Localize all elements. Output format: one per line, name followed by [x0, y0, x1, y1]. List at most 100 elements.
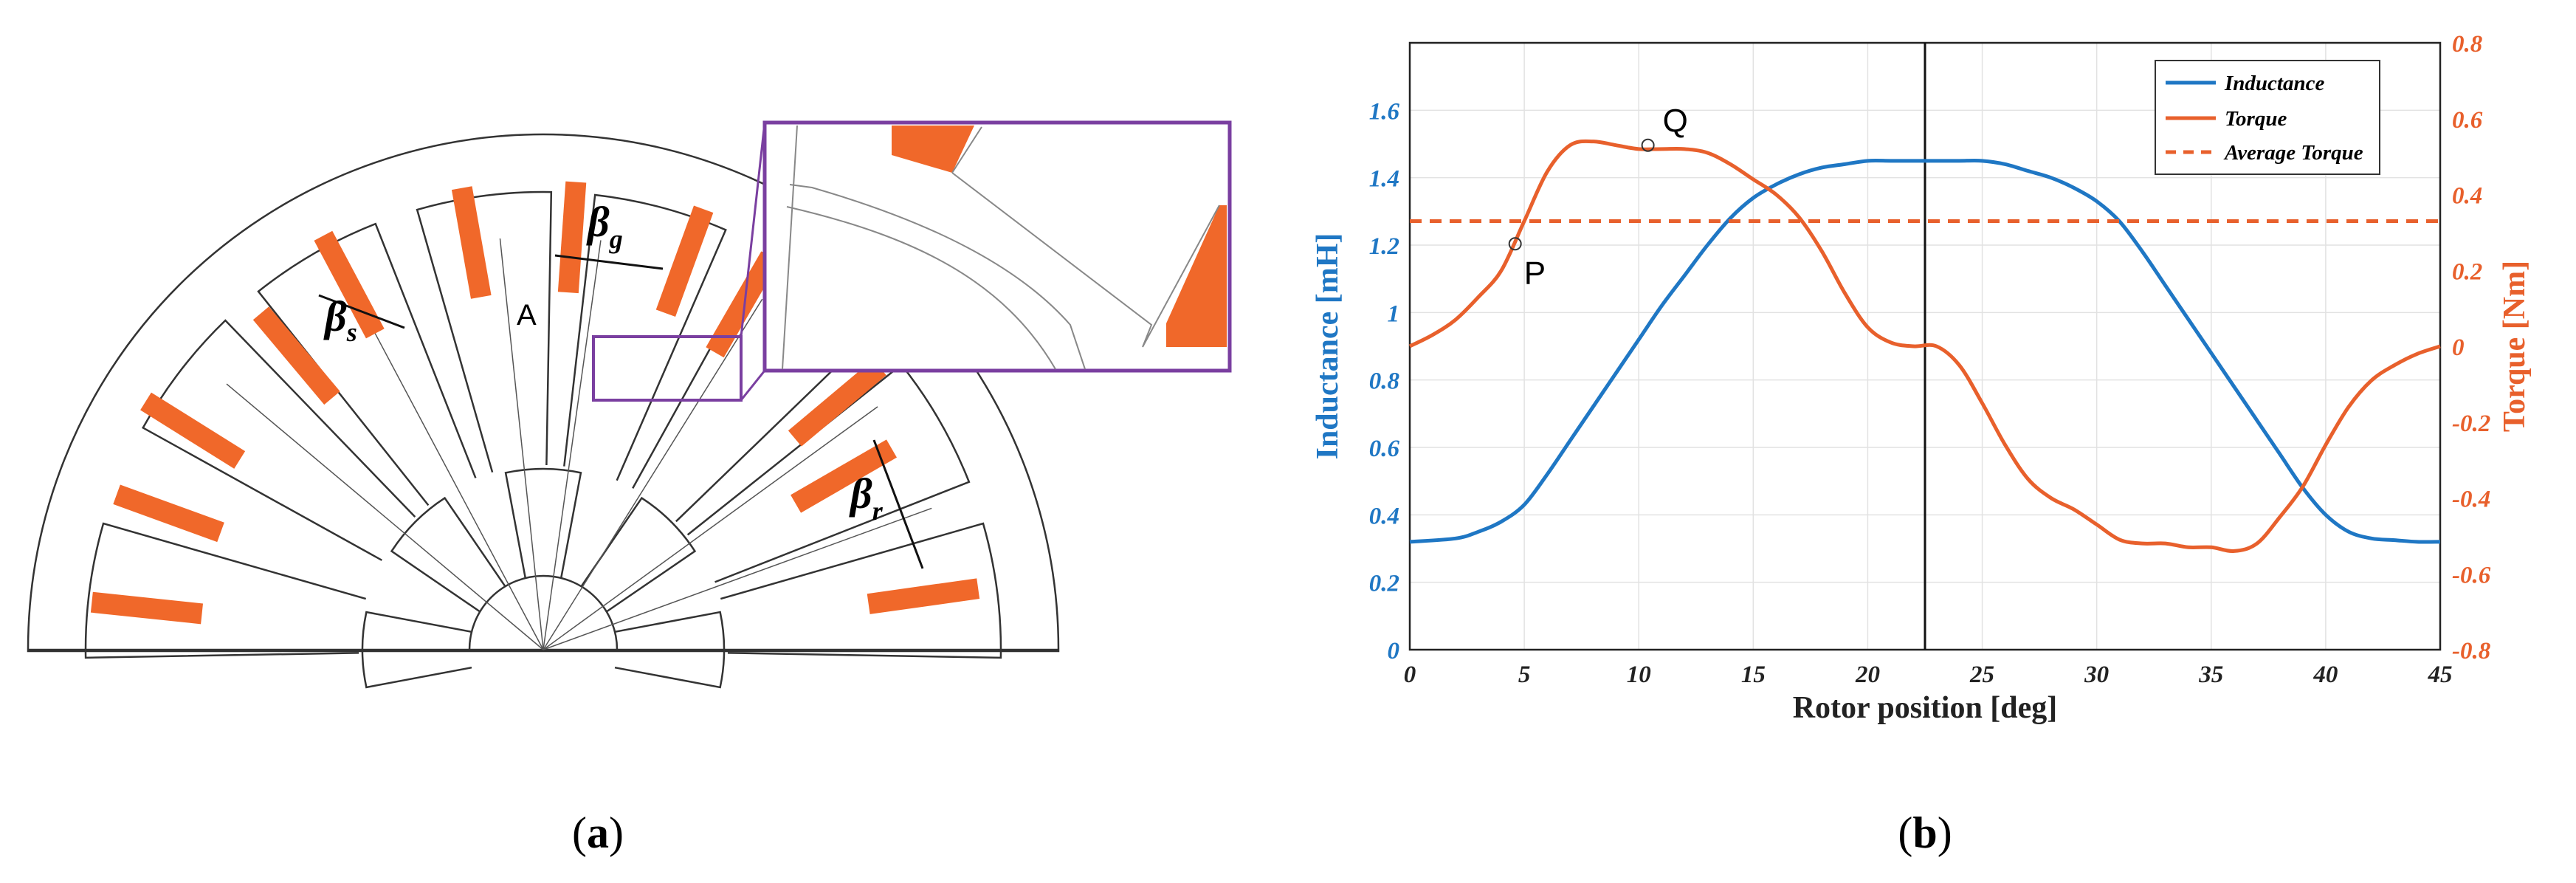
- beta-s-annotation: βs: [318, 292, 405, 347]
- coil-block: [557, 181, 587, 294]
- series-line-torque: [1408, 139, 2441, 553]
- x-tick-label: 15: [1741, 662, 1766, 688]
- zoom-coil-top: [892, 126, 974, 173]
- stator-tooth: [416, 190, 553, 473]
- beta-s-symbol: β: [323, 292, 347, 340]
- beta-g-sub: g: [609, 224, 623, 254]
- point-label-Q: Q: [1663, 103, 1688, 140]
- legend-label-average-torque: Average Torque: [2223, 141, 2363, 165]
- coil-block: [451, 186, 492, 299]
- zoom-coil-right: [1166, 205, 1227, 347]
- coil-block: [867, 578, 980, 614]
- x-tick-label: 0: [1404, 662, 1416, 688]
- x-tick-label: 30: [2084, 662, 2109, 688]
- coil-block: [90, 591, 204, 625]
- construction-ray: [499, 238, 544, 650]
- zoom-inset: [762, 120, 1232, 373]
- coil-block: [706, 251, 779, 358]
- caption-a: (a): [572, 808, 624, 857]
- stator-tooth: [720, 522, 1002, 659]
- coil-block: [791, 439, 897, 513]
- construction-lines: [226, 238, 932, 650]
- stator-tooth: [84, 522, 367, 659]
- x-tick-label: 20: [1855, 662, 1880, 688]
- coil-block: [113, 484, 224, 543]
- y-right-tick-label: 0: [2452, 334, 2465, 361]
- construction-ray: [543, 240, 602, 650]
- y-right-ticks: -0.8 -0.6 -0.4 -0.2 0 0.2 0.4 0.6 0.8: [2452, 31, 2491, 664]
- x-tick-label: 35: [2198, 662, 2223, 688]
- x-ticks: 0 5 10 15 20 25 30 35 40 45: [1404, 662, 2453, 688]
- y-right-tick-label: -0.6: [2452, 562, 2491, 588]
- zoom-connector-bottom: [740, 370, 766, 401]
- y-axis-right-label: Torque [Nm]: [2498, 261, 2532, 432]
- stator-tooth: [563, 193, 727, 481]
- rotor-pole: [361, 611, 472, 689]
- y-right-tick-label: 0.2: [2452, 258, 2482, 285]
- x-tick-label: 25: [1969, 662, 1994, 688]
- svg-text:βr: βr: [849, 470, 884, 526]
- motor-cross-section: A βs βg βr (a): [27, 120, 1232, 857]
- point-marker-Q: [1641, 138, 1655, 152]
- zoom-slot-edge: [951, 126, 1220, 348]
- y-left-tick-label: 1.4: [1369, 166, 1399, 193]
- point-marker-P: [1508, 237, 1522, 251]
- x-tick-label: 10: [1627, 662, 1651, 688]
- rotor-pole: [580, 496, 697, 613]
- y-right-tick-label: -0.2: [2452, 410, 2490, 437]
- zoom-rotor-edge: [786, 206, 1056, 370]
- x-tick-label: 45: [2428, 662, 2453, 688]
- x-tick-label: 40: [2312, 662, 2338, 688]
- coil-block: [252, 306, 340, 405]
- series-lines: [1408, 43, 2441, 650]
- inductance-torque-chart: 0 5 10 15 20 25 30 35 40 45 0 0.2 0.4 0.6 0.8 1 1.2 1.4 1…: [1311, 31, 2532, 857]
- x-tick-label: 5: [1518, 662, 1531, 688]
- coil-block: [788, 359, 886, 447]
- construction-ray: [543, 507, 932, 650]
- zoom-source-box: [592, 335, 743, 402]
- caption-b: (b): [1898, 808, 1952, 857]
- y-left-tick-label: 0: [1388, 638, 1400, 664]
- zoom-connector-top: [740, 122, 766, 337]
- legend: Inductance Torque Average Torque: [2155, 60, 2380, 175]
- shaft-arc: [468, 574, 619, 650]
- y-right-tick-label: 0.6: [2452, 107, 2483, 134]
- zoom-tooth-edge: [789, 184, 1086, 370]
- y-left-tick-label: 1: [1388, 300, 1400, 327]
- point-markers: [1508, 138, 1655, 251]
- beta-g-annotation: βg: [554, 198, 664, 270]
- beta-r-symbol: β: [849, 470, 872, 518]
- y-left-tick-label: 0.2: [1369, 571, 1399, 597]
- beta-s-sub: s: [346, 317, 357, 347]
- beta-r-sub: r: [872, 496, 884, 526]
- point-label-P: P: [1524, 255, 1546, 291]
- rotor-pole: [390, 496, 506, 613]
- series-line-inductance: [1409, 158, 2441, 544]
- svg-text:βs: βs: [323, 292, 357, 347]
- beta-r-annotation: βr: [849, 439, 924, 569]
- y-right-tick-label: 0.8: [2452, 31, 2482, 58]
- construction-ray: [543, 298, 763, 650]
- construction-ray: [348, 284, 544, 650]
- coil-block: [314, 230, 385, 339]
- legend-label-inductance: Inductance: [2224, 72, 2324, 95]
- y-axis-left-label: Inductance [mH]: [1311, 233, 1345, 460]
- coil-blocks: [90, 181, 980, 625]
- y-left-tick-label: 0.4: [1369, 503, 1399, 529]
- y-left-tick-label: 0.6: [1369, 436, 1400, 462]
- y-right-tick-label: -0.4: [2452, 487, 2490, 513]
- rotor-pole: [504, 467, 582, 579]
- y-left-tick-label: 1.6: [1369, 98, 1400, 125]
- y-left-tick-label: 0.8: [1369, 368, 1399, 395]
- rotor-pole: [614, 611, 726, 689]
- beta-g-symbol: β: [586, 198, 610, 246]
- y-left-ticks: 0 0.2 0.4 0.6 0.8 1 1.2 1.4 1.6: [1369, 98, 1400, 664]
- y-left-tick-label: 1.2: [1369, 233, 1399, 260]
- x-axis-label: Rotor position [deg]: [1793, 691, 2058, 725]
- legend-label-torque: Torque: [2225, 107, 2287, 131]
- zoom-left-edge: [782, 125, 798, 370]
- construction-ray: [543, 406, 878, 650]
- label-A: A: [517, 299, 537, 331]
- y-right-tick-label: 0.4: [2452, 183, 2482, 210]
